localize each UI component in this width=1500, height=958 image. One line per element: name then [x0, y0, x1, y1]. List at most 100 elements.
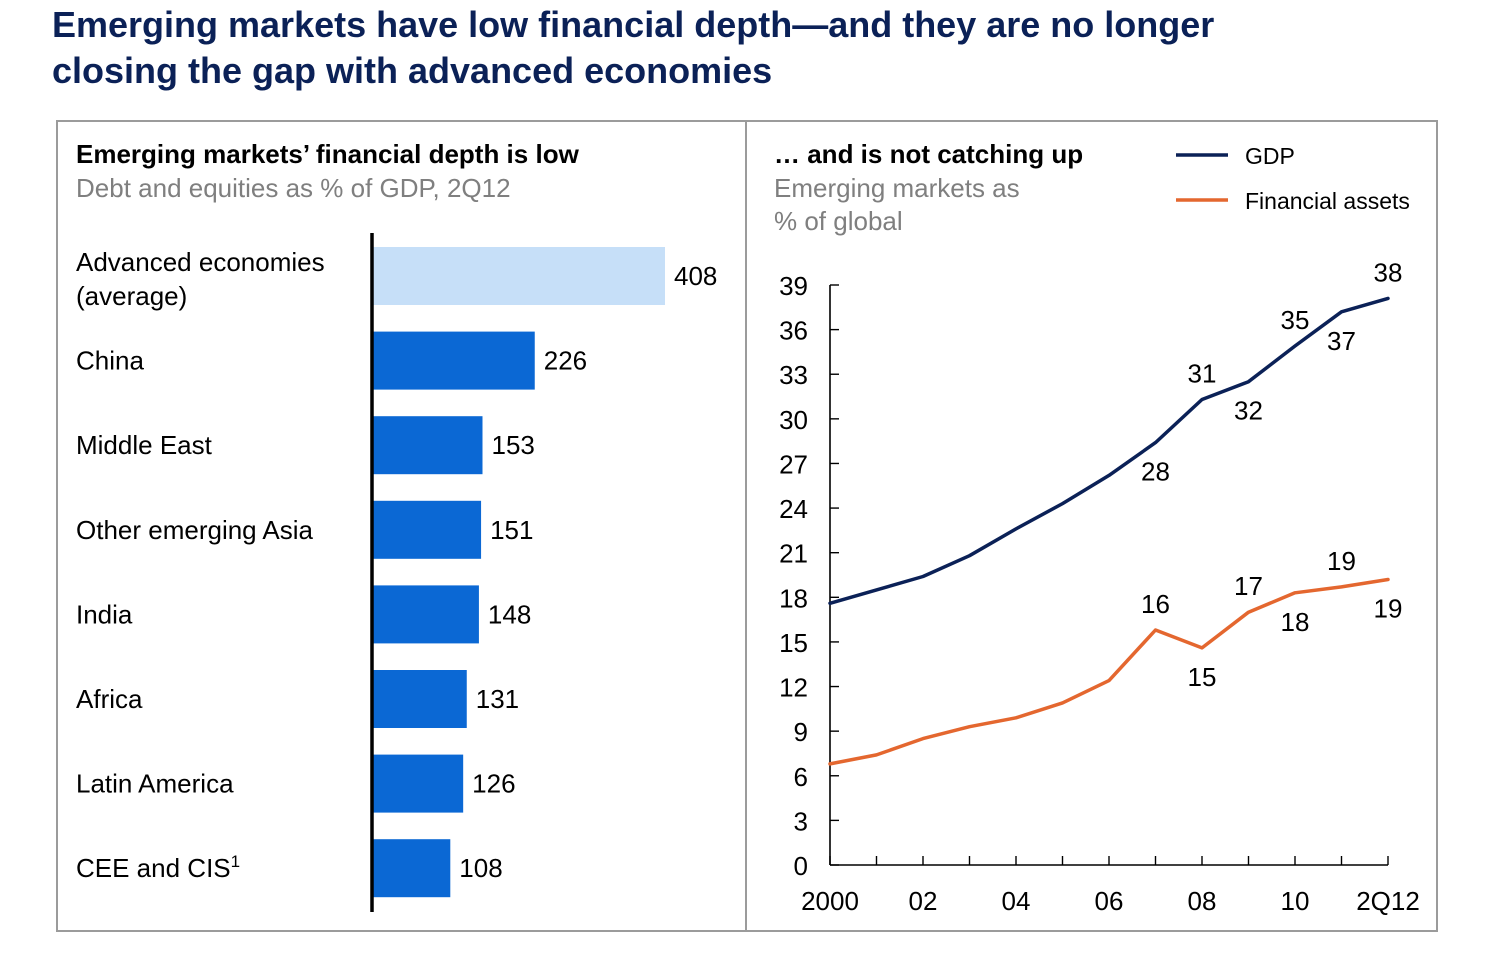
- data-point: [1107, 474, 1111, 477]
- chart-frame: [56, 120, 1438, 932]
- data-point: [1293, 591, 1297, 595]
- y-tick-label: 6: [794, 762, 808, 792]
- data-point: [1340, 310, 1343, 313]
- panel-divider: [745, 120, 747, 932]
- bar: [373, 331, 535, 390]
- x-tick-label: 2000: [801, 886, 859, 916]
- data-point: [1247, 610, 1250, 614]
- bar: [373, 585, 479, 644]
- data-point: [1014, 527, 1018, 531]
- line-series: 16 15 17 18 19 19: [828, 546, 1403, 766]
- data-point: [1200, 398, 1204, 401]
- y-tick-label: 24: [779, 494, 808, 524]
- line-chart-subtitle: Emerging markets as: [774, 173, 1020, 203]
- data-label: 19: [1327, 546, 1356, 576]
- data-point: [1340, 585, 1343, 589]
- data-point: [1107, 679, 1111, 682]
- chart-title-line-2: closing the gap with advanced economies: [52, 50, 773, 91]
- data-label: 15: [1188, 662, 1217, 692]
- data-point: [921, 575, 925, 578]
- bar-value-label: 108: [459, 853, 502, 883]
- data-point: [968, 725, 971, 728]
- data-label: 37: [1327, 326, 1356, 356]
- data-label: 28: [1141, 457, 1170, 487]
- data-point: [1061, 701, 1064, 705]
- bar-category-label: (average): [76, 281, 187, 311]
- y-tick-label: 27: [779, 449, 808, 479]
- data-label: 31: [1188, 359, 1217, 389]
- y-tick-label: 0: [794, 851, 808, 881]
- bar: [373, 247, 665, 305]
- data-point: [921, 737, 925, 740]
- line-chart-subtitle: % of global: [774, 206, 903, 236]
- y-tick-label: 36: [779, 316, 808, 346]
- y-tick-label: 18: [779, 583, 808, 613]
- data-label: 16: [1141, 589, 1170, 619]
- data-label: 18: [1281, 607, 1310, 637]
- bar-chart-title: Emerging markets’ financial depth is low: [76, 139, 580, 169]
- data-point: [875, 753, 878, 757]
- chart-title: Emerging markets have low financial dept…: [52, 2, 1214, 94]
- line-chart-title: … and is not catching up: [774, 139, 1083, 169]
- data-label: 32: [1234, 396, 1263, 426]
- bar-value-label: 131: [476, 684, 519, 714]
- bar-category-label: India: [76, 599, 133, 629]
- data-point: [1247, 380, 1250, 383]
- bar-chart: Emerging markets’ financial depth is low…: [76, 139, 717, 912]
- data-point: [1200, 646, 1204, 650]
- x-tick-label: 10: [1281, 886, 1310, 916]
- bar-value-label: 408: [674, 261, 717, 291]
- bar-category-label: Middle East: [76, 430, 213, 460]
- y-tick-label: 21: [779, 539, 808, 569]
- bar: [373, 839, 451, 898]
- bar-series: 408 226 153 151 148 131 126 108: [373, 247, 717, 898]
- data-label: 38: [1374, 257, 1403, 287]
- bar-category-label: Advanced economies: [76, 247, 325, 277]
- bar: [373, 754, 464, 813]
- data-point: [828, 762, 832, 766]
- data-label: 19: [1374, 593, 1403, 623]
- x-tick-label: 02: [909, 886, 938, 916]
- bar-value-label: 148: [488, 599, 531, 629]
- bar-chart-subtitle: Debt and equities as % of GDP, 2Q12: [76, 173, 511, 203]
- bar-category-label: CEE and CIS1: [76, 852, 240, 883]
- data-point: [1014, 716, 1018, 719]
- y-tick-label: 15: [779, 628, 808, 658]
- footnote-mark: 1: [231, 852, 240, 871]
- bar-value-label: 226: [544, 346, 587, 376]
- bar-category-label: Latin America: [76, 769, 234, 799]
- series-line: [828, 296, 1390, 606]
- data-label: 17: [1234, 571, 1263, 601]
- x-tick-label: 08: [1188, 886, 1217, 916]
- legend: GDP Financial assets: [1176, 143, 1410, 214]
- y-tick-label: 12: [779, 673, 808, 703]
- bar: [373, 500, 482, 559]
- line-chart: … and is not catching up Emerging markets…: [774, 139, 1420, 916]
- bar: [373, 416, 483, 475]
- bar-value-label: 151: [490, 515, 533, 545]
- y-tick-label: 3: [794, 806, 808, 836]
- x-tick-label: 06: [1095, 886, 1124, 916]
- chart-title-line-1: Emerging markets have low financial dept…: [52, 4, 1215, 45]
- data-point: [1386, 297, 1390, 300]
- data-label: 35: [1281, 305, 1310, 335]
- data-point: [1386, 578, 1390, 581]
- bar-value-label: 153: [492, 430, 535, 460]
- y-tick-label: 33: [779, 360, 808, 390]
- data-point: [875, 588, 878, 592]
- y-tick-label: 9: [794, 717, 808, 747]
- y-tick-label: 39: [779, 271, 808, 301]
- data-point: [828, 602, 832, 605]
- data-point: [968, 554, 971, 557]
- data-point: [1154, 441, 1157, 444]
- x-tick-label: 04: [1002, 886, 1031, 916]
- data-point: [1061, 502, 1064, 505]
- legend-label: Financial assets: [1245, 188, 1410, 214]
- bar-value-label: 126: [472, 769, 515, 799]
- bar-category-label: China: [76, 346, 144, 376]
- bar-category-label: Africa: [76, 684, 143, 714]
- data-point: [1154, 628, 1157, 632]
- legend-label: GDP: [1245, 143, 1295, 169]
- y-tick-label: 30: [779, 405, 808, 435]
